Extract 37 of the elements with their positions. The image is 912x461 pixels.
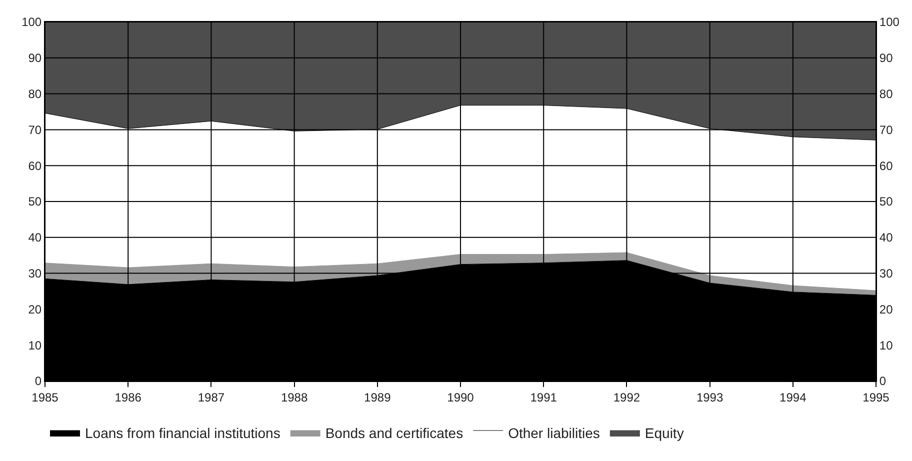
y2-tick-label: 30 <box>879 266 894 280</box>
x-tick-label: 1985 <box>32 390 59 404</box>
y2-tick-label: 50 <box>879 194 894 209</box>
y2-tick-label: 90 <box>879 51 894 66</box>
y-tick-label: 10 <box>28 338 42 352</box>
y-tick-label: 50 <box>28 194 42 209</box>
y2-tick-label: 40 <box>879 230 894 245</box>
legend-label: Equity <box>644 424 684 441</box>
y-tick-label: 60 <box>28 158 42 173</box>
y2-tick-label: 100 <box>879 15 900 30</box>
x-tick-label: 1989 <box>364 390 392 404</box>
x-tick-label: 1993 <box>696 390 724 404</box>
y-tick-label: 0 <box>34 374 42 388</box>
y-tick-label: 100 <box>22 15 42 30</box>
x-tick-label: 1987 <box>198 390 225 404</box>
y-tick-label: 30 <box>28 266 42 280</box>
y2-tick-label: 60 <box>879 158 894 173</box>
y2-tick-label: 20 <box>879 302 894 316</box>
y2-tick-label: 10 <box>879 338 894 352</box>
legend-label: Loans from financial institutions <box>85 424 280 441</box>
y2-tick-label: 80 <box>879 87 894 101</box>
x-tick-label: 1990 <box>447 390 474 404</box>
y-tick-label: 40 <box>28 230 42 245</box>
legend-label: Bonds and certificates <box>325 424 464 441</box>
x-tick-label: 1988 <box>280 390 308 404</box>
x-tick-label: 1991 <box>530 390 558 404</box>
y-tick-label: 90 <box>28 51 42 66</box>
x-tick-label: 1995 <box>862 390 890 404</box>
y2-tick-label: 0 <box>879 374 886 388</box>
x-tick-label: 1992 <box>613 390 640 404</box>
y-tick-label: 70 <box>28 122 42 137</box>
legend-label: Other liabilities <box>508 424 600 441</box>
x-tick-label: 1986 <box>114 390 142 404</box>
y-tick-label: 80 <box>28 87 42 101</box>
x-tick-label: 1994 <box>780 390 807 404</box>
y-tick-label: 20 <box>28 302 42 316</box>
y2-tick-label: 70 <box>879 122 894 137</box>
